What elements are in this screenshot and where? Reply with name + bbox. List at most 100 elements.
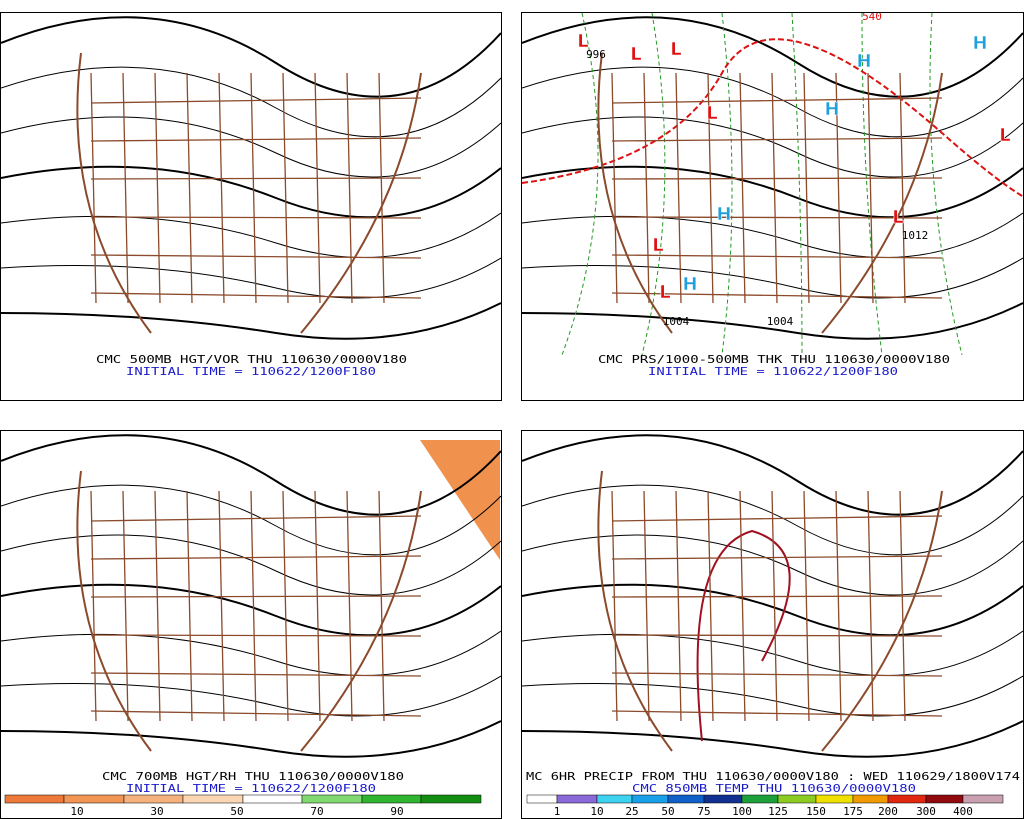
colorbar-label: 200 [878,805,898,818]
colorbar-swatch [631,794,669,804]
contour [1,212,501,259]
colorbar-label: 90 [390,805,403,818]
colorbar-label: 75 [697,805,710,818]
colorbar-label: 70 [310,805,323,818]
colorbar-swatch [852,794,889,804]
boundary [250,72,257,304]
contour [1,116,501,178]
boundary [90,177,422,180]
boundary [611,254,943,259]
boundary [282,490,289,722]
colorbar-label: 10 [70,805,83,818]
contour [522,675,1023,717]
thickness-line [929,13,963,355]
coastline [76,470,422,752]
pressure-center: L [659,282,670,303]
boundary [378,72,385,304]
coastline [76,52,422,334]
pressure-center: H [682,274,697,295]
contour [1,302,501,340]
colorbar-swatch [420,794,482,804]
boundary [122,72,129,304]
boundary [90,72,97,304]
colorbar-swatch [182,794,244,804]
boundary [771,490,778,722]
boundary [611,634,943,637]
pressure-center: L [670,39,681,60]
boundary [707,72,714,304]
map [1,434,501,758]
colorbar-swatch [361,794,422,804]
boundary [90,710,422,717]
boundary [611,595,943,598]
shaded-area [420,440,500,560]
thickness-line [791,13,803,355]
boundary [122,490,129,722]
boundary [803,72,810,304]
contour [522,212,1023,259]
colorbar: 10 30 50 70 90 [4,794,482,818]
boundary [611,490,618,722]
colorbar-swatch [667,794,705,804]
colorbar-label: 10 [590,805,603,818]
contour [522,66,1023,138]
pressure-center: L [892,207,903,228]
boundary [90,515,422,522]
contour [522,630,1023,677]
boundary [739,490,746,722]
colorbar-swatch [63,794,125,804]
boundary [899,72,906,304]
colorbar-label: 125 [768,805,788,818]
boundary [90,490,97,722]
caption: CMC 500MB HGT/VOR THU 110630/0000V180 [96,353,407,366]
pressure-center: H [856,51,871,72]
map [1,16,501,340]
boundary [90,634,422,637]
boundary [611,72,618,304]
contour [1,583,501,637]
boundary [154,490,161,722]
boundary [378,490,385,722]
boundary [643,72,650,304]
colorbar-swatch [703,794,743,804]
coastline [597,52,943,334]
panel: CMC 500MB HGT/VOR THU 110630/0000V180INI… [1,16,501,378]
colorbar-label: 175 [843,805,863,818]
colorbar-label: 1 [554,805,561,818]
colorbar-swatch [962,794,1004,804]
colorbar-swatch [596,794,633,804]
coastline [597,470,943,752]
contour [522,165,1023,219]
boundary [90,292,422,299]
boundary [611,97,943,104]
boundary [611,710,943,717]
pressure-center: L [577,31,588,52]
pressure-center: H [824,99,839,120]
colorbar-swatch [301,794,363,804]
boundary [250,490,257,722]
contour [522,16,1023,98]
colorbar-swatch [815,794,854,804]
boundary [90,97,422,104]
colorbar-label: 30 [150,805,163,818]
panel: CMC 700MB HGT/RH THU 110630/0000V180INIT… [1,434,501,795]
boundary [314,72,321,304]
pressure-center: L [999,125,1010,146]
boundary [611,555,943,560]
pressure-center: L [652,235,663,256]
contour [1,630,501,677]
colorbar-label: 100 [732,805,752,818]
contour [1,484,501,556]
colorbar-label: 300 [916,805,936,818]
pressure-center: L [630,44,641,65]
boundary [90,595,422,598]
colorbar-swatch [242,794,303,804]
boundary [835,490,842,722]
contour [1,165,501,219]
thickness-line [641,13,666,355]
boundary [314,490,321,722]
caption: CMC PRS/1000-500MB THK THU 110630/0000V1… [598,353,950,366]
boundary [611,292,943,299]
boundary [90,137,422,142]
